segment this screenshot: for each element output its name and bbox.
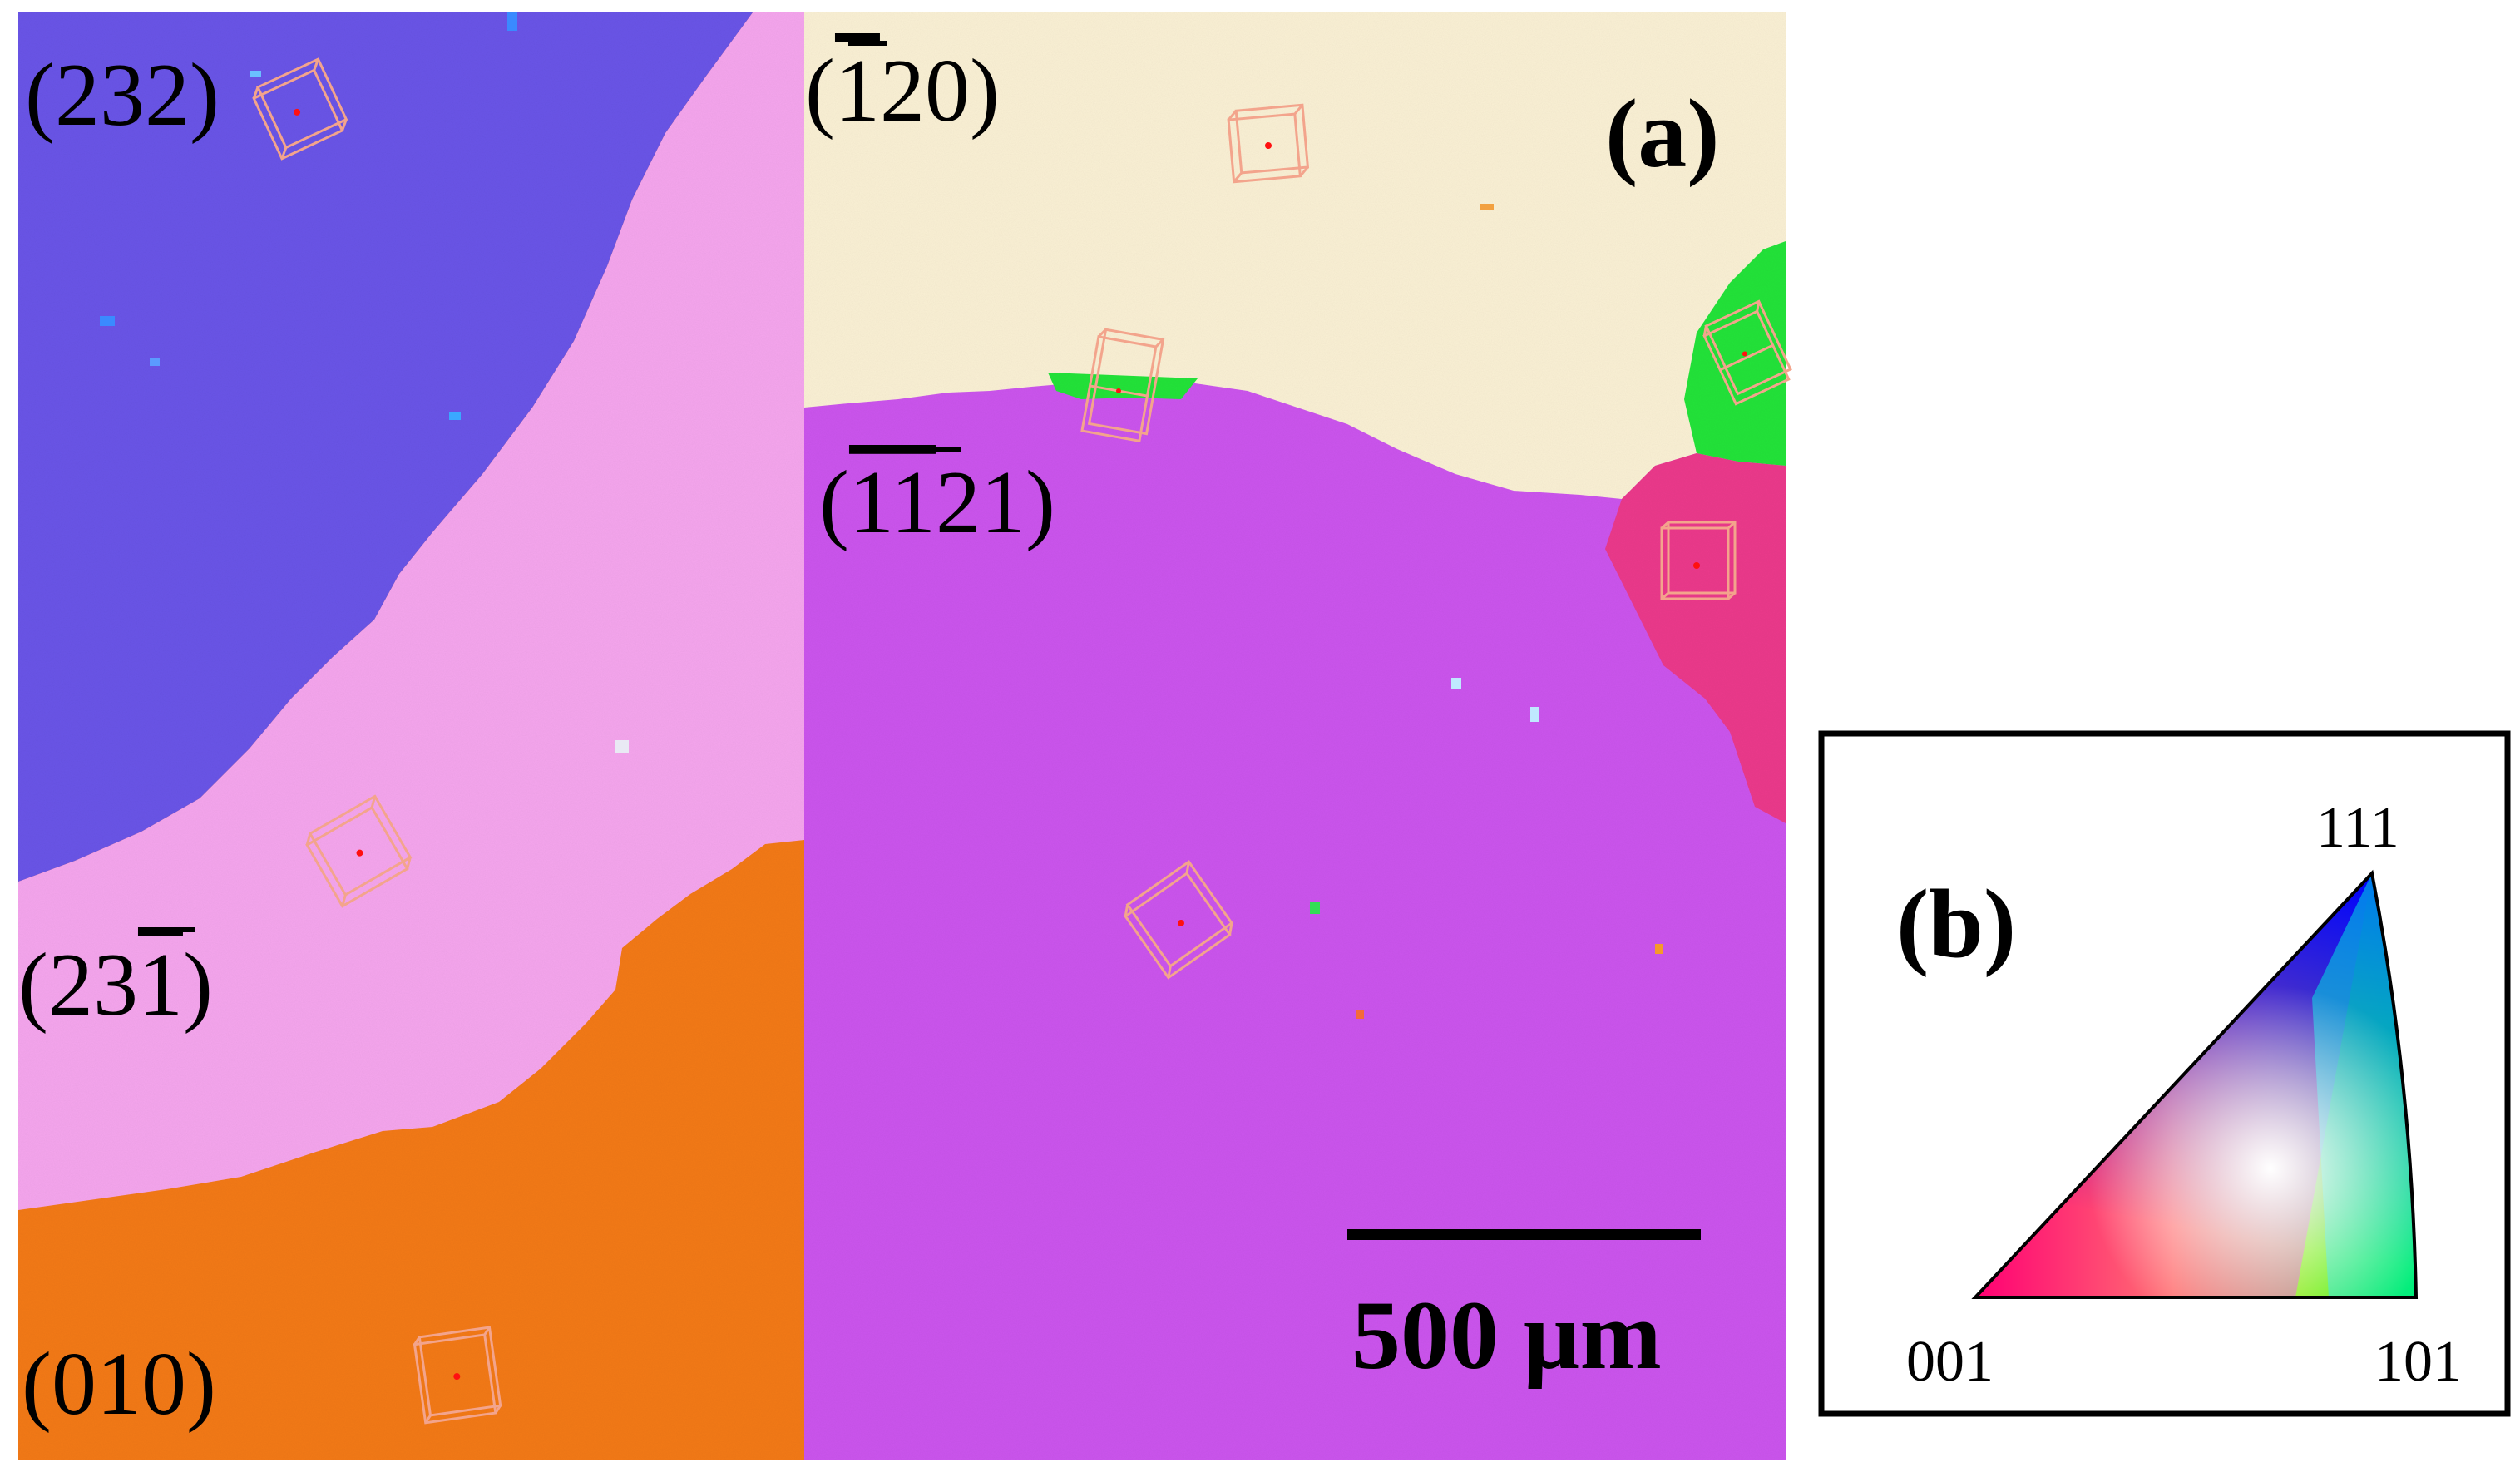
ipf-triangle-outline xyxy=(1971,869,2419,1299)
grain-label-232: (232) xyxy=(25,46,220,145)
legend-frame xyxy=(1818,730,2511,1417)
grain-labels: (232) (120) (1121) (231) (010) xyxy=(18,41,1055,1434)
cube-icon xyxy=(252,57,348,161)
grain-label-1bar20: (120) xyxy=(805,42,1000,141)
cube-icon xyxy=(305,794,413,908)
cube-icon xyxy=(1702,299,1792,406)
panel-label-b: (b) xyxy=(1896,869,2016,978)
corner-label-111: 111 xyxy=(2316,796,2399,860)
orientation-cubes xyxy=(252,57,1792,1425)
panel-label-a: (a) xyxy=(1605,79,1720,188)
speckles xyxy=(100,12,1663,1019)
grain-blue-violet xyxy=(18,12,753,882)
corner-label-101: 101 xyxy=(2374,1330,2462,1394)
scale-bar-line xyxy=(1347,1229,1701,1240)
grain-label-231bar: (231) xyxy=(18,936,213,1035)
grain-green-right xyxy=(1684,241,1786,466)
cube-icon xyxy=(1124,860,1234,980)
cube-icon xyxy=(1227,103,1310,184)
ipf-legend-panel: (b) 111 001 101 xyxy=(1818,730,2511,1417)
corner-label-001: 001 xyxy=(1906,1330,1994,1394)
grain-light-pink xyxy=(18,12,804,1210)
scale-bar: 500 µm xyxy=(1347,1229,1701,1390)
ebsd-map-panel: (232) (120) (1121) (231) (010) (a) 500 xyxy=(18,12,1792,1460)
grain-green-left xyxy=(1048,373,1198,399)
scale-bar-label: 500 µm xyxy=(1351,1281,1662,1390)
grain-red-pink xyxy=(1605,453,1786,823)
grain-label-010: (010) xyxy=(22,1335,216,1434)
grain-label-1bar2bar1: (1121) xyxy=(819,453,1055,552)
cube-icon xyxy=(413,1326,502,1425)
grain-cream xyxy=(804,12,1786,499)
cube-icon xyxy=(1660,521,1737,600)
cube-icon xyxy=(1080,328,1165,442)
